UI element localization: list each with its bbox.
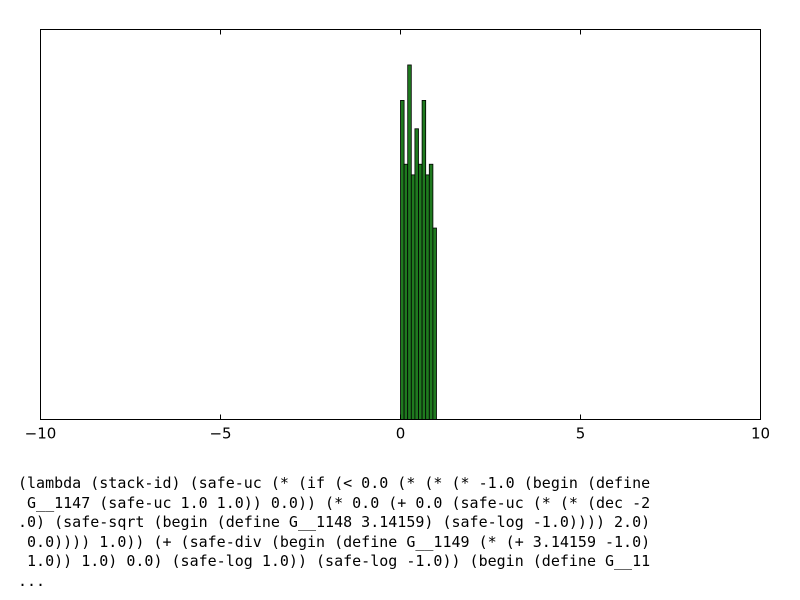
histogram-bar <box>425 174 430 420</box>
histogram-chart: −10 −5 0 5 10 <box>25 29 770 443</box>
histogram-bar <box>428 163 434 420</box>
histogram-bar <box>421 100 427 420</box>
chart-canvas: −10 −5 0 5 10 <box>25 29 770 443</box>
ticks-layer: −10 −5 0 5 10 <box>25 29 770 443</box>
x-tick-label: −10 <box>25 425 57 443</box>
x-tick-label: 0 <box>396 425 406 443</box>
x-tick-label: 10 <box>751 425 770 443</box>
bars-layer <box>400 64 437 420</box>
x-tick-label: −5 <box>209 425 231 443</box>
caption-code-text: (lambda (stack-id) (safe-uc (* (if (< 0.… <box>18 474 651 590</box>
histogram-bar <box>432 227 437 420</box>
x-tick-label: 5 <box>576 425 586 443</box>
histogram-bar <box>403 163 409 420</box>
histogram-bar <box>418 163 423 420</box>
histogram-bar <box>400 100 405 420</box>
histogram-bar <box>414 128 419 420</box>
histogram-bar <box>407 64 412 420</box>
histogram-bar <box>410 174 416 420</box>
